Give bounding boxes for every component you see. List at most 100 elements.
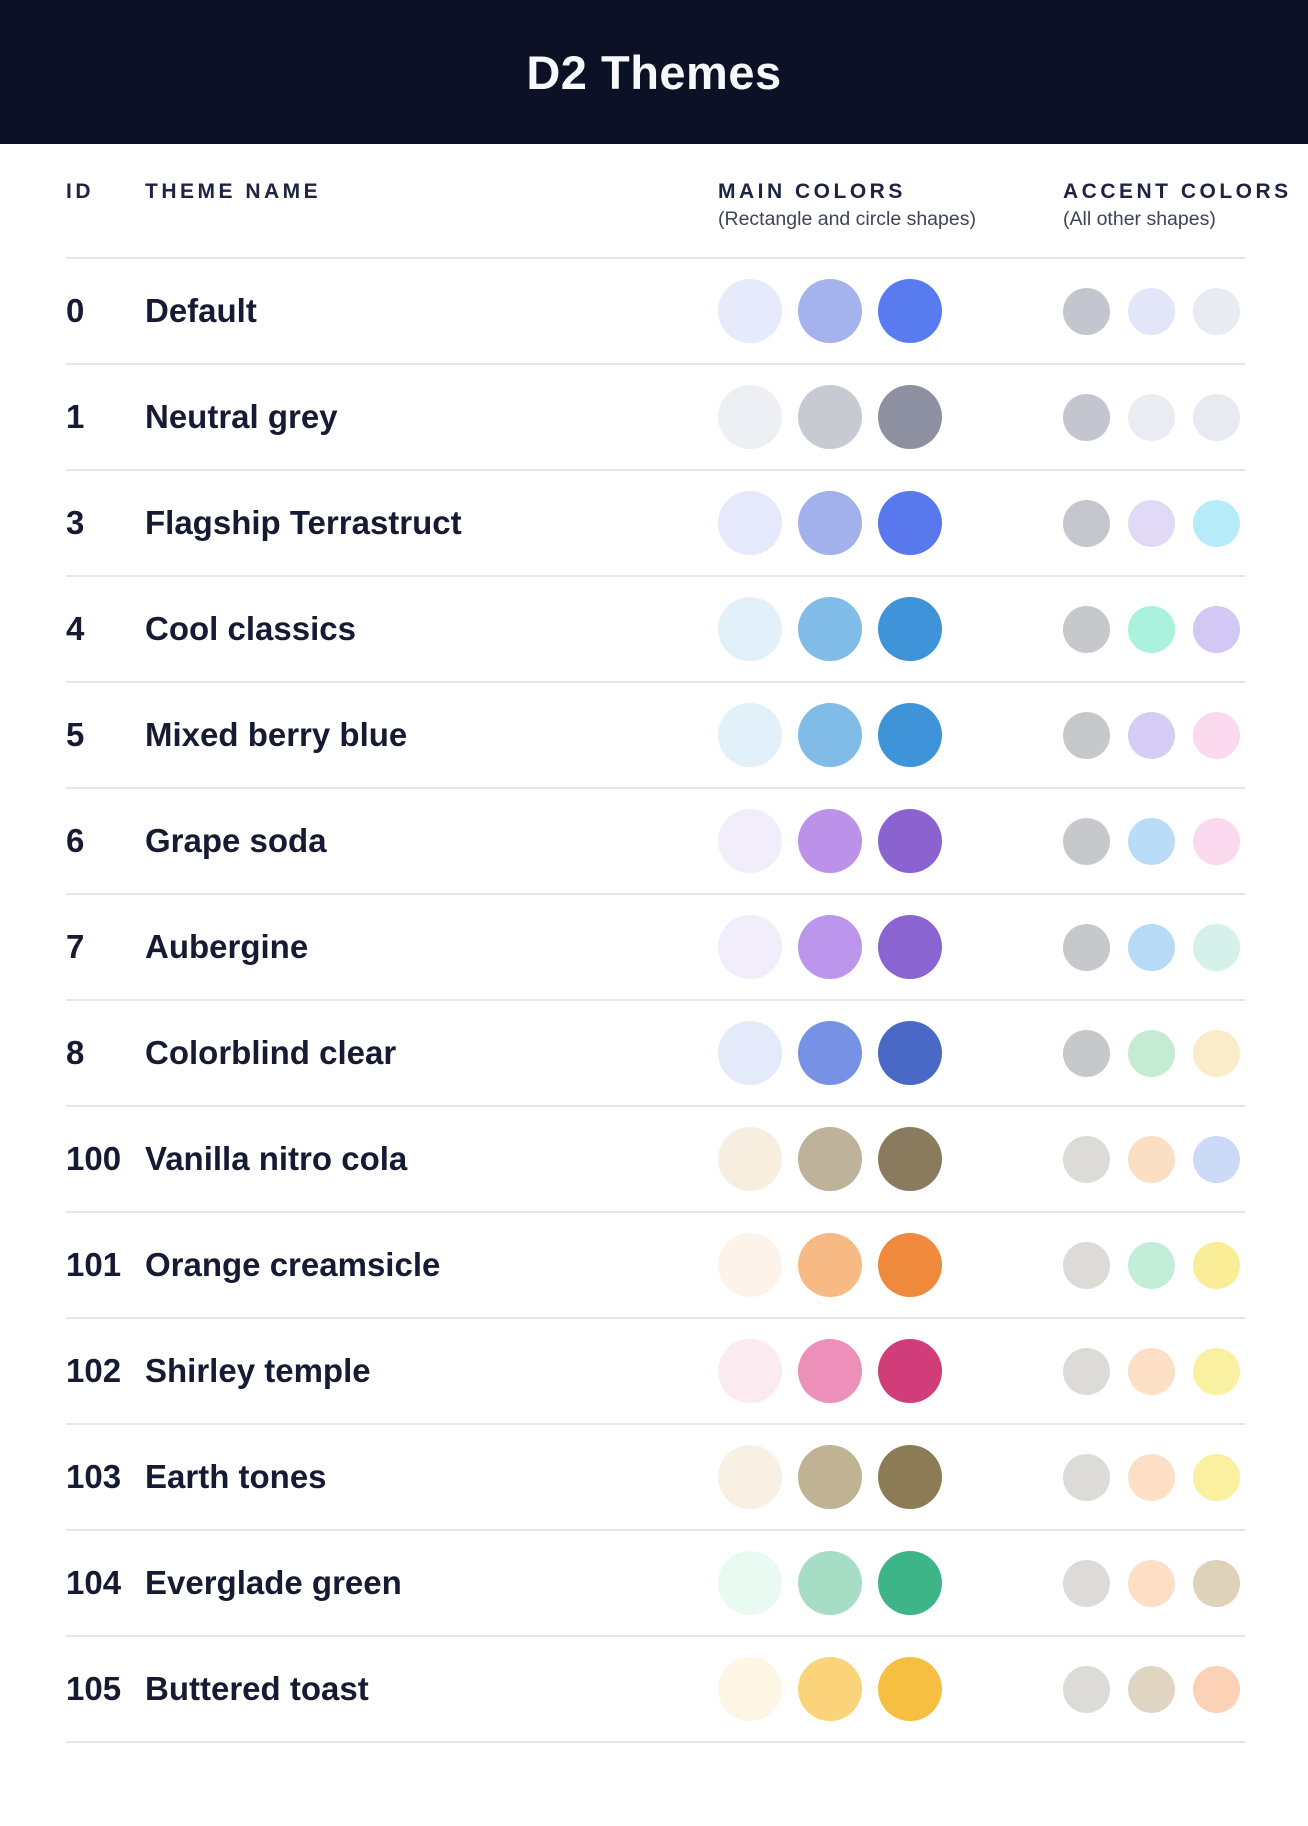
main-colors-group bbox=[718, 915, 942, 979]
main-color-swatch-2 bbox=[798, 1233, 862, 1297]
themes-table: ID THEME NAME MAIN COLORS (Rectangle and… bbox=[66, 144, 1292, 1743]
table-row: 0 Default bbox=[66, 259, 1245, 365]
main-colors-subtitle: (Rectangle and circle shapes) bbox=[718, 208, 976, 230]
main-color-swatch-2 bbox=[798, 491, 862, 555]
theme-name: Default bbox=[145, 292, 257, 329]
accent-color-swatch-1 bbox=[1063, 923, 1110, 971]
page-header: D2 Themes bbox=[0, 0, 1308, 144]
accent-color-swatch-3 bbox=[1193, 711, 1240, 759]
theme-name: Earth tones bbox=[145, 1458, 327, 1495]
accent-color-swatch-2 bbox=[1128, 1665, 1175, 1713]
accent-color-swatch-1 bbox=[1063, 711, 1110, 759]
main-color-swatch-2 bbox=[798, 385, 862, 449]
main-colors-group bbox=[718, 597, 942, 661]
accent-color-swatch-3 bbox=[1193, 1241, 1240, 1289]
accent-colors-group bbox=[1063, 1241, 1245, 1289]
accent-color-swatch-2 bbox=[1128, 1453, 1175, 1501]
main-color-swatch-1 bbox=[718, 1551, 782, 1615]
accent-color-swatch-2 bbox=[1128, 1135, 1175, 1183]
main-colors-group bbox=[718, 279, 942, 343]
theme-id: 102 bbox=[66, 1352, 122, 1389]
accent-color-swatch-3 bbox=[1193, 287, 1240, 335]
accent-color-swatch-3 bbox=[1193, 1559, 1240, 1607]
accent-colors-group bbox=[1063, 1135, 1245, 1183]
accent-colors-group bbox=[1063, 605, 1245, 653]
main-color-swatch-1 bbox=[718, 703, 782, 767]
table-row: 104 Everglade green bbox=[66, 1531, 1245, 1637]
accent-colors-group bbox=[1063, 287, 1245, 335]
table-row: 100 Vanilla nitro cola bbox=[66, 1107, 1245, 1213]
main-colors-group bbox=[718, 1021, 942, 1085]
theme-id: 3 bbox=[66, 504, 85, 541]
main-color-swatch-2 bbox=[798, 1021, 862, 1085]
main-color-swatch-2 bbox=[798, 1445, 862, 1509]
theme-id: 101 bbox=[66, 1246, 122, 1283]
main-color-swatch-1 bbox=[718, 1021, 782, 1085]
theme-name: Flagship Terrastruct bbox=[145, 504, 462, 541]
theme-name: Buttered toast bbox=[145, 1670, 369, 1707]
accent-color-swatch-3 bbox=[1193, 923, 1240, 971]
accent-color-swatch-1 bbox=[1063, 1347, 1110, 1395]
accent-colors-group bbox=[1063, 1665, 1245, 1713]
accent-colors-label: ACCENT COLORS bbox=[1063, 180, 1292, 203]
table-row: 1 Neutral grey bbox=[66, 365, 1245, 471]
main-color-swatch-1 bbox=[718, 1233, 782, 1297]
accent-colors-group bbox=[1063, 1029, 1245, 1077]
main-colors-group bbox=[718, 1657, 942, 1721]
accent-color-swatch-3 bbox=[1193, 605, 1240, 653]
main-color-swatch-1 bbox=[718, 279, 782, 343]
table-row: 103 Earth tones bbox=[66, 1425, 1245, 1531]
main-color-swatch-1 bbox=[718, 1339, 782, 1403]
main-color-swatch-1 bbox=[718, 809, 782, 873]
theme-id: 0 bbox=[66, 292, 85, 329]
column-header-theme-name: THEME NAME bbox=[145, 180, 322, 203]
theme-id: 104 bbox=[66, 1564, 122, 1601]
theme-name: Cool classics bbox=[145, 610, 356, 647]
column-header-id: ID bbox=[66, 180, 94, 203]
accent-color-swatch-2 bbox=[1128, 1241, 1175, 1289]
main-color-swatch-3 bbox=[878, 1657, 942, 1721]
accent-color-swatch-1 bbox=[1063, 1665, 1110, 1713]
accent-color-swatch-2 bbox=[1128, 1559, 1175, 1607]
accent-color-swatch-1 bbox=[1063, 817, 1110, 865]
table-rows: 0 Default 1 Neutral grey 3 Flagship Terr… bbox=[66, 259, 1245, 1743]
accent-colors-group bbox=[1063, 1347, 1245, 1395]
main-colors-group bbox=[718, 703, 942, 767]
main-color-swatch-3 bbox=[878, 1233, 942, 1297]
theme-name: Orange creamsicle bbox=[145, 1246, 441, 1283]
table-row: 8 Colorblind clear bbox=[66, 1001, 1245, 1107]
main-color-swatch-3 bbox=[878, 1445, 942, 1509]
accent-color-swatch-1 bbox=[1063, 1241, 1110, 1289]
theme-id: 7 bbox=[66, 928, 85, 965]
theme-id: 5 bbox=[66, 716, 85, 753]
main-color-swatch-1 bbox=[718, 1127, 782, 1191]
accent-color-swatch-2 bbox=[1128, 393, 1175, 441]
main-color-swatch-2 bbox=[798, 1657, 862, 1721]
theme-name: Shirley temple bbox=[145, 1352, 371, 1389]
accent-color-swatch-2 bbox=[1128, 287, 1175, 335]
main-color-swatch-3 bbox=[878, 279, 942, 343]
theme-id: 1 bbox=[66, 398, 85, 435]
main-color-swatch-3 bbox=[878, 491, 942, 555]
main-color-swatch-2 bbox=[798, 809, 862, 873]
theme-id: 8 bbox=[66, 1034, 85, 1071]
accent-colors-group bbox=[1063, 1453, 1245, 1501]
main-colors-group bbox=[718, 385, 942, 449]
theme-name: Vanilla nitro cola bbox=[145, 1140, 408, 1177]
table-header-row: ID THEME NAME MAIN COLORS (Rectangle and… bbox=[66, 144, 1292, 259]
main-colors-label: MAIN COLORS bbox=[718, 180, 906, 203]
main-color-swatch-1 bbox=[718, 1445, 782, 1509]
table-row: 6 Grape soda bbox=[66, 789, 1245, 895]
main-color-swatch-2 bbox=[798, 1551, 862, 1615]
accent-color-swatch-2 bbox=[1128, 1029, 1175, 1077]
table-row: 7 Aubergine bbox=[66, 895, 1245, 1001]
main-color-swatch-1 bbox=[718, 1657, 782, 1721]
accent-color-swatch-3 bbox=[1193, 1347, 1240, 1395]
main-color-swatch-3 bbox=[878, 915, 942, 979]
accent-color-swatch-1 bbox=[1063, 1029, 1110, 1077]
table-row: 5 Mixed berry blue bbox=[66, 683, 1245, 789]
main-colors-group bbox=[718, 1127, 942, 1191]
main-color-swatch-2 bbox=[798, 1339, 862, 1403]
accent-color-swatch-1 bbox=[1063, 287, 1110, 335]
main-color-swatch-2 bbox=[798, 1127, 862, 1191]
